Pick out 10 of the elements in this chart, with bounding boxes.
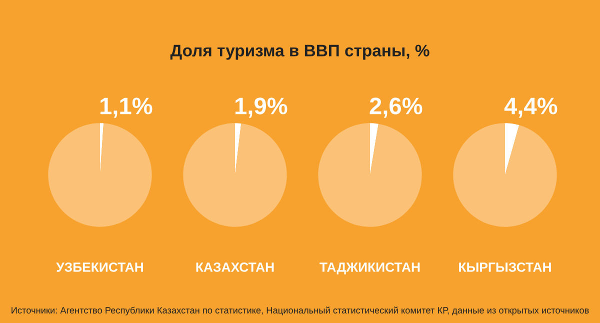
text: Источники: Агентство Республики Казахстан по статистике, Национальный статистический комитет КР, данные из открытых источников xyxy=(12,306,589,316)
data-label: 1,9% xyxy=(236,98,288,118)
data-label: 2,6% xyxy=(370,98,422,118)
text: ТАДЖИКИСТАН xyxy=(320,262,420,274)
data-label: 4,4% xyxy=(504,98,558,118)
text: УЗБЕКИСТАН xyxy=(56,262,144,272)
text: КАЗАХСТАН xyxy=(196,262,274,272)
data-label: 1,1% xyxy=(100,98,152,118)
text: КЫРГЫЗСТАН xyxy=(459,262,551,272)
text: Доля туризма в ВВП страны, % xyxy=(170,44,430,60)
